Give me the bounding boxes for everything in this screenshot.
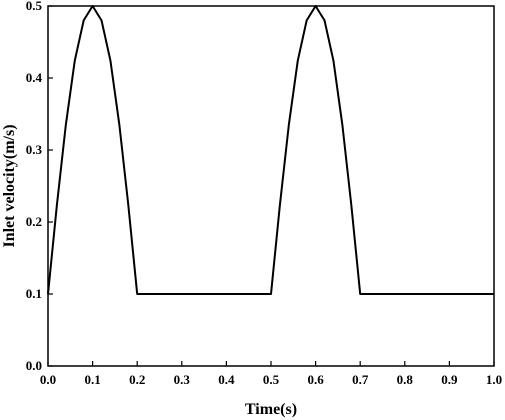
y-tick-label: 0.4 <box>26 70 43 85</box>
x-tick-label: 0.3 <box>174 372 191 387</box>
x-axis-title: Time(s) <box>245 401 297 418</box>
x-axis-ticks: 0.0 0.1 0.2 0.3 0.4 0.5 0.6 0.7 0.8 0.9 1.0 <box>40 361 502 387</box>
x-tick-label: 0.1 <box>84 372 100 387</box>
y-tick-label: 0.2 <box>26 214 42 229</box>
x-tick-label: 0.0 <box>40 372 56 387</box>
x-tick-label: 0.2 <box>129 372 145 387</box>
y-axis-ticks: 0.0 0.1 0.2 0.3 0.4 0.5 <box>26 0 53 373</box>
x-tick-label: 0.4 <box>218 372 235 387</box>
plot-frame <box>47 5 495 367</box>
series-line <box>47 5 494 295</box>
x-tick-label: 0.9 <box>441 372 458 387</box>
y-tick-label: 0.0 <box>26 358 42 373</box>
y-tick-label: 0.1 <box>26 286 42 301</box>
x-tick-label: 0.8 <box>397 372 414 387</box>
series-layer <box>47 5 494 295</box>
y-tick-label: 0.3 <box>26 142 43 157</box>
x-tick-label: 1.0 <box>486 372 502 387</box>
x-tick-label: 0.7 <box>352 372 369 387</box>
y-tick-label: 0.5 <box>26 0 43 13</box>
x-tick-label: 0.6 <box>307 372 324 387</box>
y-axis-title: Inlet velocity(m/s) <box>1 124 18 247</box>
x-tick-label: 0.5 <box>263 372 280 387</box>
